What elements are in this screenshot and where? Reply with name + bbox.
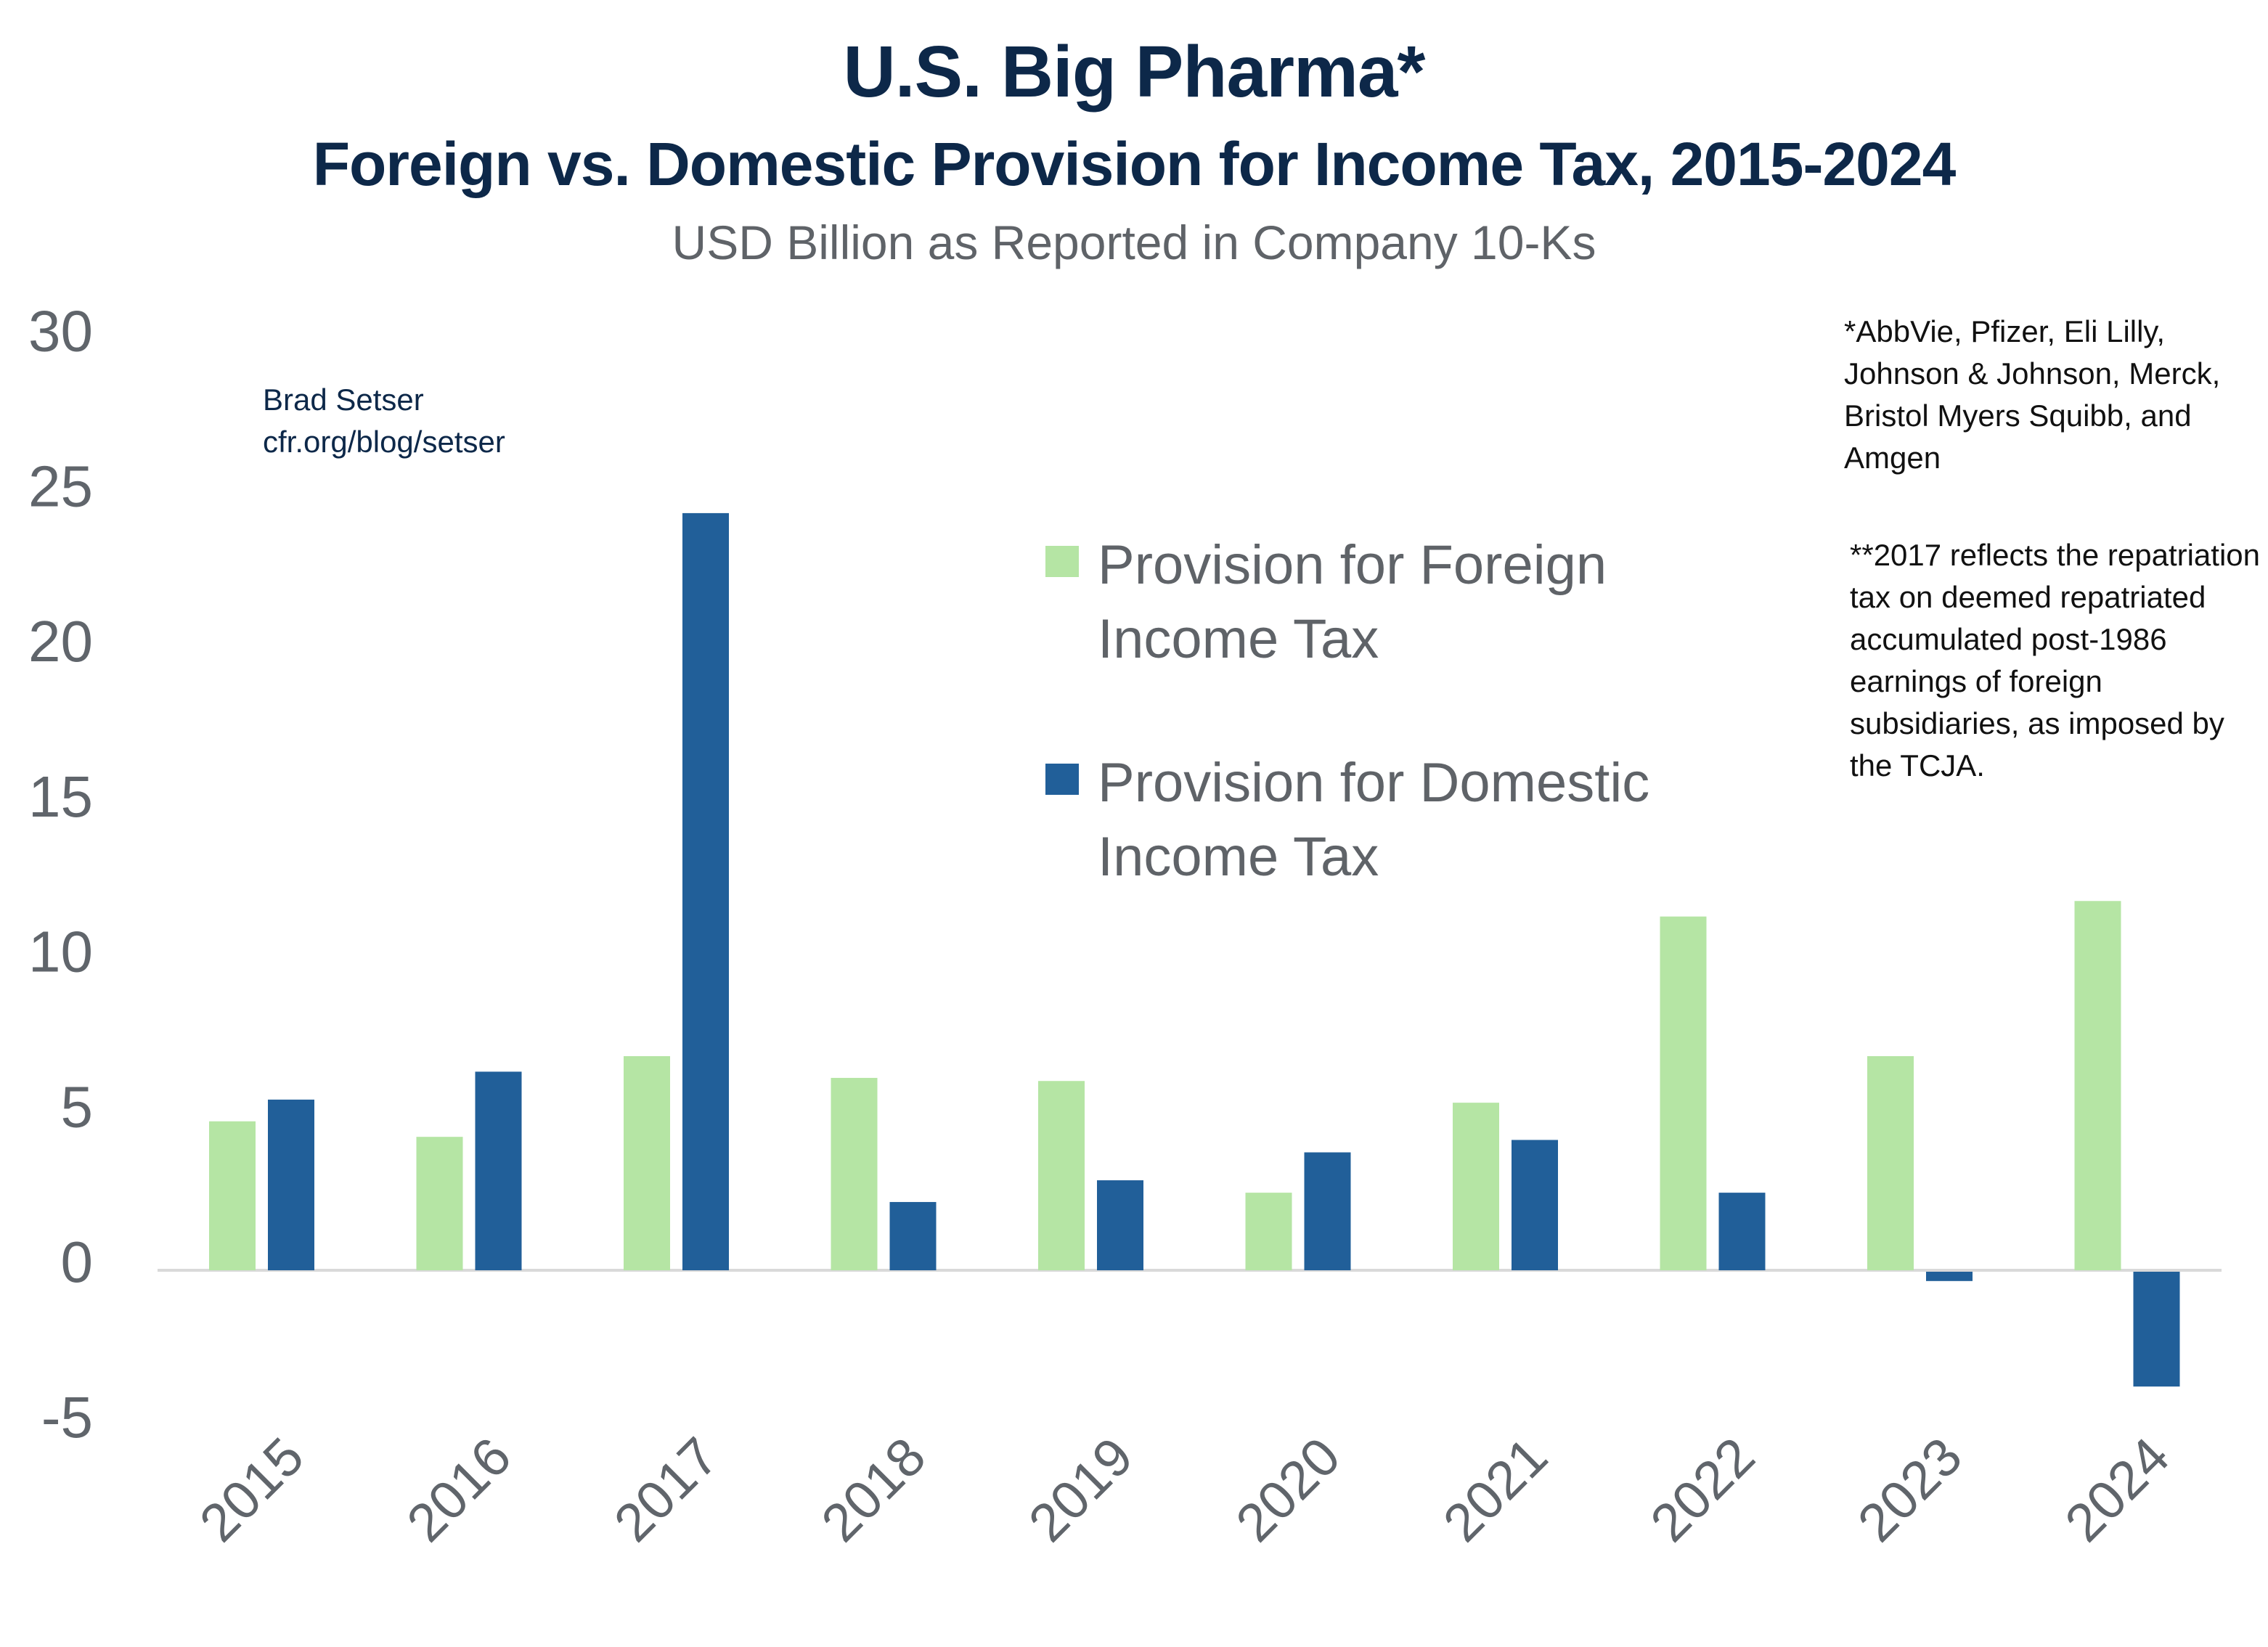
bar-foreign-2018: [831, 1077, 878, 1270]
y-axis-ticks: 30 25 20 15 10 5 0 -5: [28, 299, 93, 1450]
credit: Brad Setser cfr.org/blog/setser: [263, 379, 505, 463]
bar-domestic-2019: [1097, 1180, 1143, 1270]
bar-foreign-2020: [1245, 1193, 1292, 1270]
legend-label-domestic: Provision for Domestic Income Tax: [1098, 752, 1650, 888]
x-tick-label: 2017: [603, 1426, 730, 1553]
bars: [209, 512, 2180, 1387]
bar-foreign-2017: [624, 1056, 670, 1270]
legend-item-foreign: Provision for Foreign Income Tax: [1031, 528, 1751, 677]
bar-foreign-2021: [1453, 1103, 1499, 1270]
bar-foreign-2023: [1867, 1056, 1914, 1270]
legend: Provision for Foreign Income Tax Provisi…: [1031, 528, 1751, 964]
x-tick-label: 2018: [809, 1426, 937, 1553]
y-tick-label: 10: [28, 920, 93, 984]
chart-title: U.S. Big Pharma*: [843, 31, 1426, 113]
bar-domestic-2015: [268, 1099, 314, 1270]
bar-domestic-2023: [1926, 1272, 1973, 1281]
companies-note: *AbbVie, Pfizer, Eli Lilly, Johnson & Jo…: [1844, 314, 2221, 475]
x-tick-label: 2015: [188, 1426, 315, 1553]
bar-domestic-2017: [682, 512, 729, 1270]
y-tick-label: 25: [28, 454, 93, 518]
x-tick-label: 2022: [1639, 1426, 1766, 1553]
legend-swatch-domestic: [1045, 764, 1079, 795]
bar-foreign-2022: [1660, 916, 1707, 1270]
bar-foreign-2024: [2074, 901, 2121, 1270]
credit-author: Brad Setser: [263, 383, 424, 417]
bar-domestic-2024: [2133, 1272, 2180, 1387]
bar-foreign-2015: [209, 1121, 256, 1270]
x-tick-label: 2016: [395, 1426, 522, 1553]
y-tick-label: 0: [61, 1230, 94, 1294]
x-tick-label: 2024: [2053, 1426, 2180, 1553]
y-tick-label: 5: [61, 1074, 94, 1139]
x-tick-label: 2021: [1432, 1426, 1559, 1553]
bar-foreign-2016: [416, 1137, 463, 1270]
chart-units: USD Billion as Reported in Company 10-Ks: [672, 216, 1596, 269]
repatriation-note: **2017 reflects the repatriation tax on …: [1850, 538, 2261, 782]
legend-label-foreign: Provision for Foreign Income Tax: [1098, 534, 1607, 670]
y-tick-label: -5: [41, 1385, 93, 1450]
x-axis-ticks: 2015 2016 2017 2018 2019 2020 2021 2022 2023 2024: [188, 1426, 2181, 1553]
bar-domestic-2022: [1718, 1193, 1766, 1270]
x-tick-label: 2023: [1846, 1426, 1973, 1553]
x-tick-label: 2020: [1224, 1426, 1351, 1553]
legend-swatch-foreign: [1045, 546, 1079, 577]
chart-subtitle: Foreign vs. Domestic Provision for Incom…: [312, 130, 1957, 198]
bar-domestic-2018: [889, 1201, 937, 1270]
y-tick-label: 15: [28, 764, 93, 829]
y-tick-label: 30: [28, 299, 93, 364]
credit-url: cfr.org/blog/setser: [263, 425, 505, 459]
x-tick-label: 2019: [1017, 1426, 1144, 1553]
bar-domestic-2016: [475, 1071, 522, 1270]
bar-domestic-2020: [1304, 1152, 1351, 1270]
bar-foreign-2019: [1038, 1081, 1085, 1270]
bar-domestic-2021: [1512, 1140, 1558, 1270]
legend-item-domestic: Provision for Domestic Income Tax: [1031, 746, 1751, 894]
y-tick-label: 20: [28, 609, 93, 674]
